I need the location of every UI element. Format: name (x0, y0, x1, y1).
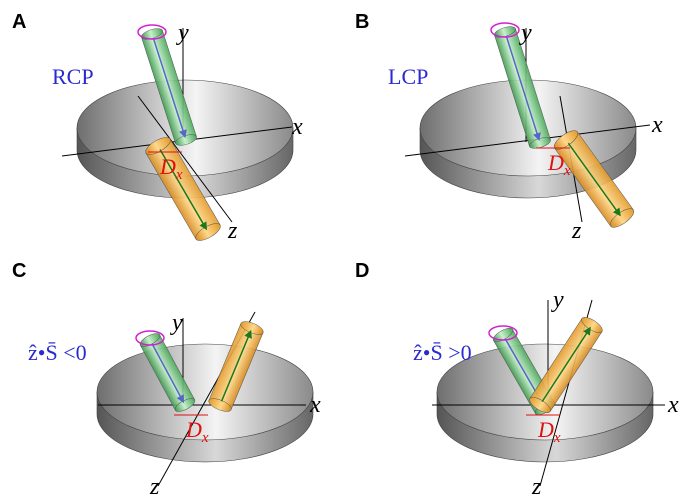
axis-label: x (651, 112, 663, 138)
axis-label: y (551, 287, 564, 313)
axis-label: x (291, 114, 303, 140)
shift-sub: x (201, 430, 209, 446)
polarization-label: RCP (52, 64, 94, 89)
polarization-label: ẑ•S̄ >0 (413, 340, 472, 365)
shift-main: D (537, 417, 554, 442)
axis-label: x (667, 392, 679, 418)
axis-label: x (309, 392, 321, 418)
panel: Cx y z ẑ•S̄ <0 Dx (12, 260, 321, 498)
axis-label: y (519, 20, 532, 46)
axis-label: z (149, 474, 160, 498)
axis-label: z (227, 218, 238, 244)
shift-sub: x (563, 163, 571, 179)
shift-sub: x (175, 167, 183, 183)
shift-main: D (185, 417, 202, 442)
panel-label: C (12, 260, 26, 282)
panel: Ax y z RCP Dx (12, 11, 303, 244)
panel: Bx y z LCP Dx (355, 11, 663, 244)
panel: Dx y z ẑ•S̄ >0 Dx (355, 260, 679, 498)
axis-label: y (176, 20, 189, 46)
panel-label: D (355, 260, 369, 282)
panel-label: B (355, 11, 369, 33)
axis-label: y (170, 310, 183, 336)
figure: AxyzRCPDxBxyzLCPDxCxyzẑ•S̄ <0DxDxyzẑ•S̄ … (0, 0, 687, 498)
shift-sub: x (553, 430, 561, 446)
polarization-label: ẑ•S̄ <0 (28, 340, 87, 365)
panel-label: A (12, 11, 26, 33)
axis-label: z (571, 218, 582, 244)
disk-top (97, 344, 313, 440)
axis-label: z (531, 474, 542, 498)
shift-main: D (159, 154, 176, 179)
shift-main: D (547, 150, 564, 175)
polarization-label: LCP (388, 64, 428, 89)
